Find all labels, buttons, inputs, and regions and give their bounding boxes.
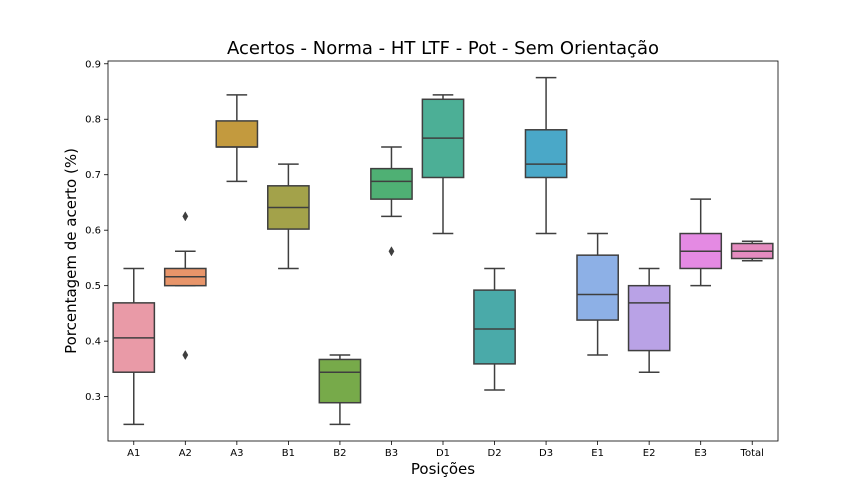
boxes-layer bbox=[112, 76, 774, 426]
x-tick-label: E2 bbox=[643, 448, 656, 459]
box-B1 bbox=[267, 163, 310, 270]
outlier-point bbox=[182, 349, 189, 361]
chart-title: Acertos - Norma - HT LTF - Pot - Sem Ori… bbox=[227, 38, 659, 59]
y-tick-label: 0.9 bbox=[85, 59, 101, 70]
y-axis: 0.3 0.4 0.5 0.6 0.7 0.8 0.9 bbox=[85, 59, 108, 403]
x-axis-label: Posições bbox=[411, 460, 475, 478]
box-Total bbox=[730, 240, 774, 262]
box-D2 bbox=[473, 267, 516, 391]
y-axis-label: Porcentagem de acerto (%) bbox=[62, 148, 80, 354]
box-B3 bbox=[370, 146, 413, 257]
x-tick-label: E3 bbox=[694, 448, 707, 459]
box-E2 bbox=[627, 267, 671, 373]
box-E3 bbox=[679, 198, 723, 287]
box-body bbox=[576, 254, 619, 321]
x-tick-label: B3 bbox=[385, 448, 398, 459]
x-tick-label: B2 bbox=[333, 448, 346, 459]
box-body bbox=[473, 289, 516, 365]
outlier-point bbox=[388, 246, 395, 257]
box-body bbox=[215, 120, 259, 148]
box-A1 bbox=[112, 267, 156, 426]
box-A2 bbox=[163, 211, 207, 361]
y-tick-label: 0.5 bbox=[85, 281, 101, 292]
y-tick-label: 0.4 bbox=[85, 337, 101, 348]
box-body bbox=[318, 358, 362, 404]
x-tick-label: D3 bbox=[539, 448, 553, 459]
y-tick-label: 0.7 bbox=[85, 170, 101, 181]
outlier-point bbox=[182, 211, 189, 222]
x-tick-label: E1 bbox=[591, 448, 604, 459]
x-tick-label: A1 bbox=[127, 448, 140, 459]
box-D1 bbox=[421, 94, 465, 235]
x-tick-label: D1 bbox=[436, 448, 450, 459]
box-body bbox=[627, 284, 671, 352]
x-tick-label: Total bbox=[740, 448, 764, 459]
y-tick-label: 0.8 bbox=[85, 115, 101, 126]
box-A3 bbox=[215, 94, 259, 183]
box-B2 bbox=[318, 354, 362, 426]
x-tick-label: D2 bbox=[488, 448, 502, 459]
box-body bbox=[370, 167, 413, 200]
box-D3 bbox=[524, 76, 568, 235]
box-E1 bbox=[576, 232, 619, 356]
x-tick-label: A3 bbox=[230, 448, 243, 459]
y-tick-label: 0.6 bbox=[85, 226, 101, 237]
x-tick-label: A2 bbox=[179, 448, 192, 459]
x-axis: A1 A2 A3 B1 B2 B3 D1 D2 D3 E1 E2 E3 Total bbox=[127, 441, 764, 459]
x-tick-label: B1 bbox=[282, 448, 295, 459]
box-body bbox=[524, 129, 568, 179]
y-tick-label: 0.3 bbox=[85, 392, 101, 403]
